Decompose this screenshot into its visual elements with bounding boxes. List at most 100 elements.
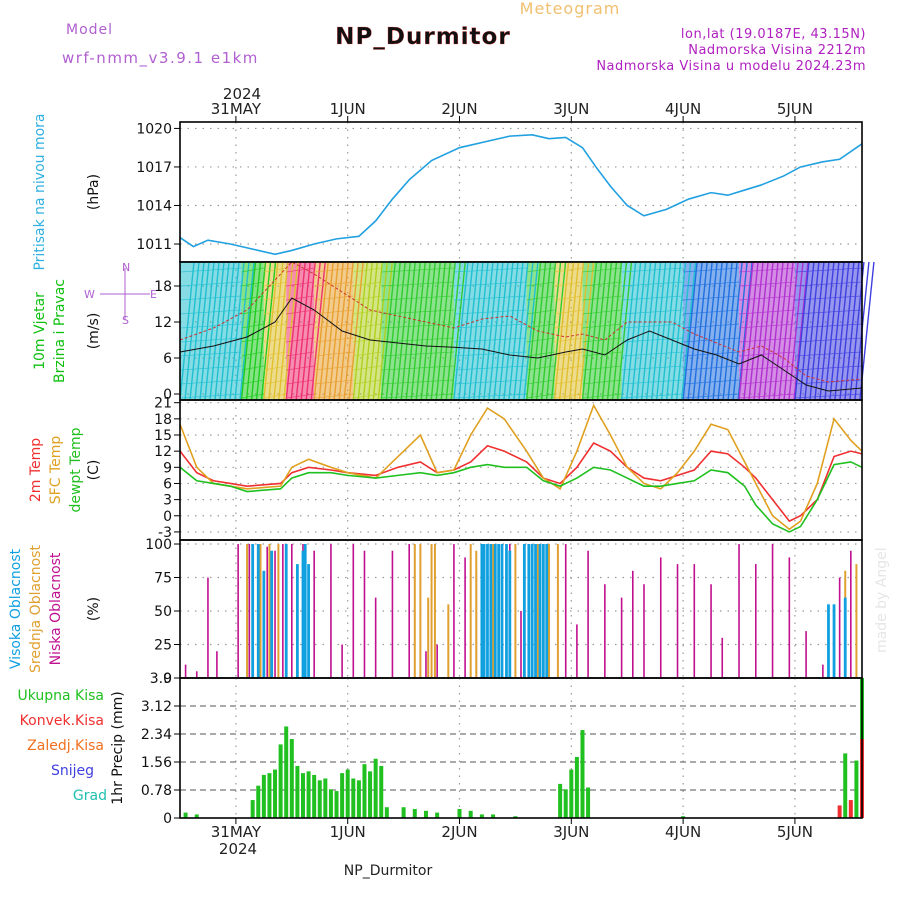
y-tick-label: 6 (163, 476, 172, 492)
wind-barb-stroke (453, 323, 527, 329)
wind-barb-stroke (314, 267, 354, 273)
cloud-axis-title-1: Visoka Oblacnost (8, 548, 24, 669)
wind-barb-stroke (314, 323, 354, 329)
cloud-bar (547, 544, 550, 678)
wind-barb-stroke (353, 379, 382, 385)
wind-barb-stroke (738, 309, 795, 315)
wind-barb-stroke (738, 337, 795, 343)
wind-barb-stroke (263, 337, 287, 343)
wind-barb-stroke (179, 393, 242, 399)
wind-barb-stroke (794, 323, 863, 329)
wind-barb-stroke (526, 379, 555, 385)
wind-barb-stroke (285, 261, 301, 401)
wind-barb-stroke (540, 261, 557, 401)
wind-barb-stroke (353, 337, 382, 343)
wind-barb-stroke (738, 295, 795, 301)
cloud-bar (843, 597, 847, 678)
wind-barb-stroke (420, 261, 436, 401)
cloud-bar (408, 544, 410, 678)
precip-bar (558, 783, 563, 818)
cloud-axis-title-3: Niska Oblacnost (48, 552, 64, 665)
lonlat-info: lon,lat (19.0187E, 43.15N) (681, 27, 866, 42)
y-tick-label: -3 (158, 525, 172, 541)
wind-barb-stroke (353, 365, 382, 371)
cloud-bar (391, 550, 394, 678)
y-tick-label: 1011 (136, 237, 172, 253)
compass-w-label: W (84, 288, 95, 301)
precip-bar (340, 773, 345, 818)
wind-barb-stroke (229, 261, 245, 401)
y-unit-label: (m/s) (86, 313, 102, 350)
wind-barb-stroke (445, 261, 461, 401)
cloud-bar (480, 544, 484, 678)
cloud-bar (620, 597, 623, 678)
precip-bar (423, 810, 428, 818)
cloud-bar (284, 544, 288, 678)
cloud-bar (564, 544, 567, 678)
wind-barb-stroke (621, 323, 684, 329)
wind-barb-stroke (405, 261, 421, 401)
wind-barb-stroke (286, 323, 315, 329)
wind-axis-title-2: Brzina i Pravac (52, 279, 68, 383)
y-tick-label: 1017 (136, 160, 172, 176)
precip-bar (273, 769, 278, 818)
y-tick-label: 3.12 (141, 699, 172, 715)
wind-barb-stroke (621, 281, 684, 287)
wind-barb-stroke (526, 337, 555, 343)
wind-gust-line (179, 261, 863, 383)
y-tick-label: 50 (154, 604, 172, 620)
cloud-bar (277, 544, 280, 678)
wind-barb-stroke (263, 261, 279, 401)
wind-barb-stroke (526, 267, 555, 273)
wind-barb-stroke (697, 261, 713, 401)
precip-bar (580, 730, 585, 818)
wind-barb-stroke (453, 337, 527, 343)
cloud-bar (266, 546, 269, 678)
wind-barb-stroke (660, 261, 677, 401)
wind-barb-stroke (260, 261, 277, 401)
precip-bar (586, 787, 591, 818)
cloud-bar (643, 584, 645, 678)
day-tick-label-top: 1JUN (330, 100, 366, 118)
wind-barb-stroke (809, 261, 825, 401)
wind-barb-stroke (621, 295, 684, 301)
cloud-bar (827, 604, 830, 678)
wind-barb-stroke (526, 295, 555, 301)
wind-barb-stroke (794, 337, 863, 343)
wind-barb-stroke (794, 309, 863, 315)
wind-barb-stroke (596, 261, 613, 401)
y-tick-label: 12 (154, 315, 172, 331)
cloud-bar (464, 557, 466, 678)
wind-barb-stroke (381, 267, 454, 273)
wind-barb-stroke (591, 261, 608, 401)
cloud-bar (447, 604, 450, 678)
year-label-bottom: 2024 (219, 840, 257, 858)
wind-barb-stroke (554, 393, 583, 399)
cloud-bar (805, 631, 807, 678)
wind-barb-stroke (738, 281, 795, 287)
wind-barb-stroke (478, 261, 494, 401)
wind-barb-stroke (343, 261, 359, 401)
wind-barb-stroke (545, 261, 562, 401)
cloud-bar (514, 544, 517, 678)
wind-barb-stroke (824, 261, 840, 401)
wind-barb-stroke (179, 267, 242, 273)
wind-barb-stroke (738, 379, 795, 385)
cloud-bar (341, 644, 343, 678)
wind-barb-stroke (683, 267, 740, 273)
wind-barb-stroke (794, 365, 863, 371)
wind-barb-stroke (758, 261, 774, 401)
precip-bar (574, 756, 579, 818)
cloud-bar (352, 544, 355, 678)
wind-barb-stroke (263, 393, 287, 399)
wind-barb-stroke (179, 281, 242, 287)
y-unit-label: 1hr Precip (mm) (110, 691, 126, 804)
precip-bar (368, 771, 373, 818)
cloud-bar (536, 544, 539, 678)
cloud-bar (268, 544, 271, 678)
cloud-bar (413, 544, 416, 678)
plot-layer: 202431MAY31MAY1JUN1JUN2JUN2JUN3JUN3JUN4J… (8, 85, 875, 858)
wind-barb-stroke (224, 261, 240, 401)
wind-barb-stroke (179, 337, 242, 343)
day-tick-label-top: 4JUN (665, 100, 701, 118)
